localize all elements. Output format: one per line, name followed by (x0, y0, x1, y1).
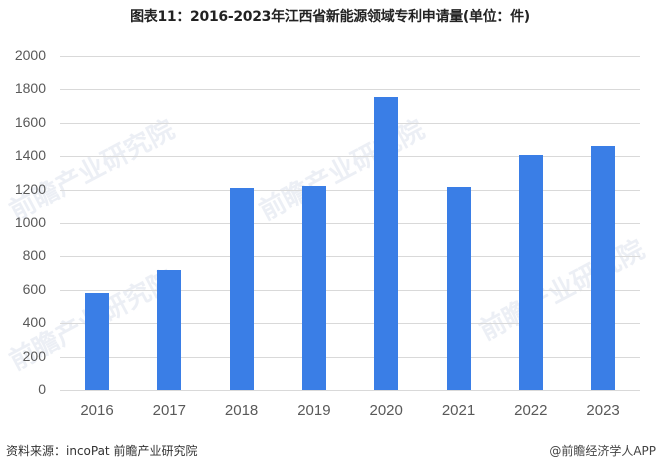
gridline (60, 122, 640, 124)
gridline (60, 356, 640, 358)
watermark: 前瞻产业研究院 (254, 114, 430, 227)
y-tick-label: 800 (22, 247, 46, 264)
x-tick-label: 2017 (152, 402, 186, 419)
x-tick-label: 2020 (369, 402, 403, 419)
bar-2022 (518, 154, 543, 390)
bar-2020 (374, 96, 399, 390)
gridline (60, 56, 640, 57)
x-tick-label: 2023 (586, 402, 620, 419)
source-note: 资料来源：incoPat 前瞻产业研究院 (6, 444, 198, 458)
y-tick-label: 1800 (14, 80, 46, 97)
y-tick-label: 1400 (14, 147, 46, 164)
gridline (60, 223, 640, 224)
gridline (60, 189, 640, 191)
y-tick-label: 400 (22, 314, 46, 331)
bar-2023 (591, 145, 616, 390)
bar-2017 (157, 269, 182, 390)
bar-2021 (446, 187, 471, 390)
y-tick-label: 2000 (14, 47, 46, 63)
gridline (60, 256, 640, 258)
gridline (60, 156, 640, 158)
gridline (60, 323, 640, 325)
gridline (60, 289, 640, 291)
x-tick-label: 2021 (441, 402, 476, 419)
y-tick-label: 0 (38, 381, 46, 397)
bar-2016 (85, 293, 109, 390)
credit-note: @前瞻经济学人APP (549, 444, 656, 458)
bar-2019 (301, 186, 326, 390)
x-tick-label: 2016 (80, 402, 114, 419)
y-tick-label: 1000 (14, 214, 46, 230)
watermark: 前瞻产业研究院 (474, 234, 650, 347)
y-tick-label: 200 (22, 347, 46, 364)
x-tick-label: 2018 (224, 402, 259, 419)
x-tick-label: 2019 (297, 402, 331, 419)
gridline (60, 390, 640, 391)
y-tick-label: 600 (22, 280, 46, 297)
y-tick-label: 1200 (14, 180, 46, 197)
chart-title: 图表11：2016-2023年江西省新能源领域专利申请量(单位：件) (130, 9, 530, 25)
x-tick-label: 2022 (514, 402, 548, 419)
y-tick-label: 1600 (14, 113, 46, 130)
gridline (60, 89, 640, 91)
bar-2018 (229, 187, 254, 390)
